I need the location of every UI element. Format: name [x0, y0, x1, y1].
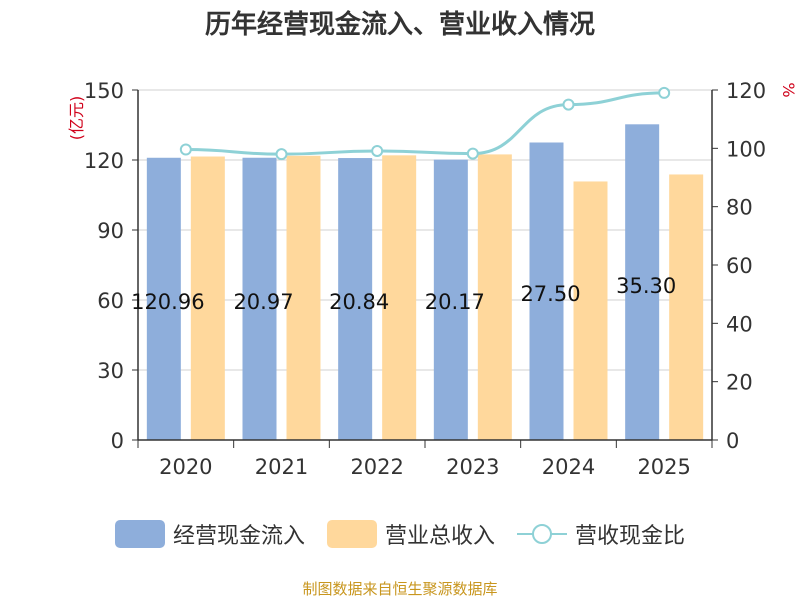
- left-tick-label: 60: [97, 289, 124, 313]
- left-tick-label: 90: [97, 219, 124, 243]
- bar-revenue: [477, 154, 512, 440]
- point-cash-ratio: [275, 148, 288, 161]
- point-cash-ratio: [562, 98, 575, 111]
- legend-swatch-revenue: [326, 520, 377, 548]
- legend-item-revenue[interactable]: 营业总收入: [326, 518, 495, 550]
- left-axis-unit: (亿元): [67, 96, 86, 141]
- right-axis-unit: %: [779, 82, 798, 97]
- x-tick-label: 2020: [159, 455, 212, 479]
- bar-cash-inflow: [338, 158, 373, 441]
- legend-swatch-cash-ratio: [517, 520, 567, 548]
- data-label-cash-inflow: 20.17: [425, 290, 485, 314]
- bar-cash-inflow: [433, 159, 468, 440]
- x-tick-label: 2025: [637, 455, 690, 479]
- left-tick-label: 150: [84, 79, 124, 103]
- line-cash-ratio: [185, 91, 665, 156]
- legend-swatch-cash-inflow: [114, 520, 165, 548]
- legend-label-revenue: 营业总收入: [384, 524, 495, 549]
- right-tick-label: 60: [726, 254, 753, 278]
- x-tick-label: 2024: [542, 455, 595, 479]
- left-tick-label: 0: [111, 429, 124, 453]
- bar-cash-inflow: [242, 157, 277, 440]
- legend-label-cash-ratio: 营收现金比: [575, 524, 686, 549]
- bar-revenue: [573, 181, 608, 440]
- point-cash-ratio: [466, 147, 479, 160]
- bar-revenue: [382, 155, 417, 441]
- left-tick-label: 30: [97, 359, 124, 383]
- data-label-cash-inflow: 20.84: [329, 290, 389, 314]
- bar-cash-inflow: [146, 157, 181, 440]
- data-label-cash-inflow: 20.97: [233, 290, 293, 314]
- legend-item-cash-inflow[interactable]: 经营现金流入: [114, 518, 305, 550]
- x-tick-label: 2022: [350, 455, 403, 479]
- bar-revenue: [669, 174, 704, 440]
- data-label-cash-inflow: 35.30: [616, 274, 676, 298]
- right-tick-label: 20: [726, 371, 753, 395]
- point-cash-ratio: [371, 144, 384, 157]
- right-tick-label: 80: [726, 196, 753, 220]
- chart-legend: 经营现金流入 营业总收入 营收现金比: [0, 512, 800, 556]
- point-cash-ratio: [658, 86, 671, 99]
- right-tick-label: 100: [726, 137, 766, 161]
- right-tick-label: 40: [726, 312, 753, 336]
- data-label-cash-inflow: 120.96: [131, 290, 204, 314]
- bar-revenue: [190, 156, 225, 440]
- bar-revenue: [286, 155, 321, 441]
- bar-cash-inflow: [625, 124, 660, 441]
- legend-item-cash-ratio[interactable]: 营收现金比: [517, 518, 685, 550]
- chart-title: 历年经营现金流入、营业收入情况: [204, 10, 595, 40]
- source-note: 制图数据来自恒生聚源数据库: [302, 580, 498, 598]
- x-tick-label: 2021: [255, 455, 308, 479]
- point-cash-ratio: [179, 143, 192, 156]
- right-tick-label: 120: [726, 79, 766, 103]
- bar-cash-inflow: [529, 142, 564, 440]
- data-label-cash-inflow: 27.50: [520, 282, 580, 306]
- left-tick-label: 120: [84, 149, 124, 173]
- x-tick-label: 2023: [446, 455, 499, 479]
- right-tick-label: 0: [726, 429, 739, 453]
- legend-label-cash-inflow: 经营现金流入: [172, 524, 305, 549]
